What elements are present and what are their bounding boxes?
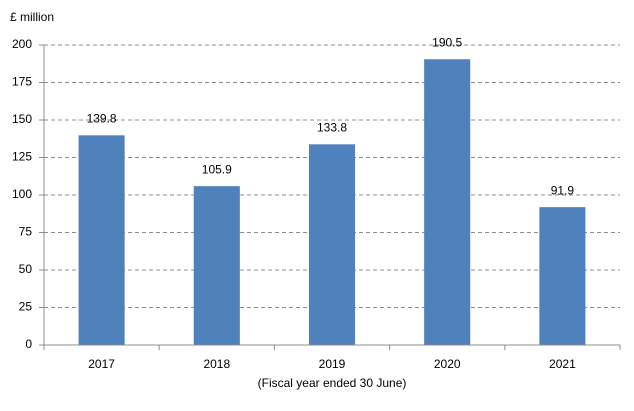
bar: [539, 207, 586, 345]
bar: [308, 144, 356, 345]
x-tick-label: 2017: [88, 357, 115, 371]
y-tick-label: 100: [12, 187, 32, 201]
y-tick-label: 25: [19, 300, 33, 314]
y-tick-label: 75: [19, 225, 33, 239]
data-label: 133.8: [317, 120, 347, 134]
y-tick-label: 200: [12, 37, 32, 51]
y-tick-label: 175: [12, 75, 32, 89]
y-tick-label: 125: [12, 150, 32, 164]
x-tick-label: 2020: [434, 357, 461, 371]
bar: [78, 135, 125, 345]
y-axis-title: £ million: [10, 10, 54, 24]
bar: [424, 59, 471, 345]
x-axis-title: (Fiscal year ended 30 June): [258, 376, 407, 390]
y-tick-label: 50: [19, 262, 33, 276]
data-label: 91.9: [551, 183, 575, 197]
data-label: 139.8: [87, 111, 117, 125]
y-tick-label: 150: [12, 112, 32, 126]
data-label: 190.5: [432, 35, 462, 49]
data-label: 105.9: [202, 162, 232, 176]
bar: [193, 186, 240, 345]
x-tick-label: 2018: [203, 357, 230, 371]
x-tick-label: 2019: [319, 357, 346, 371]
y-tick-label: 0: [25, 337, 32, 351]
x-tick-label: 2021: [549, 357, 576, 371]
